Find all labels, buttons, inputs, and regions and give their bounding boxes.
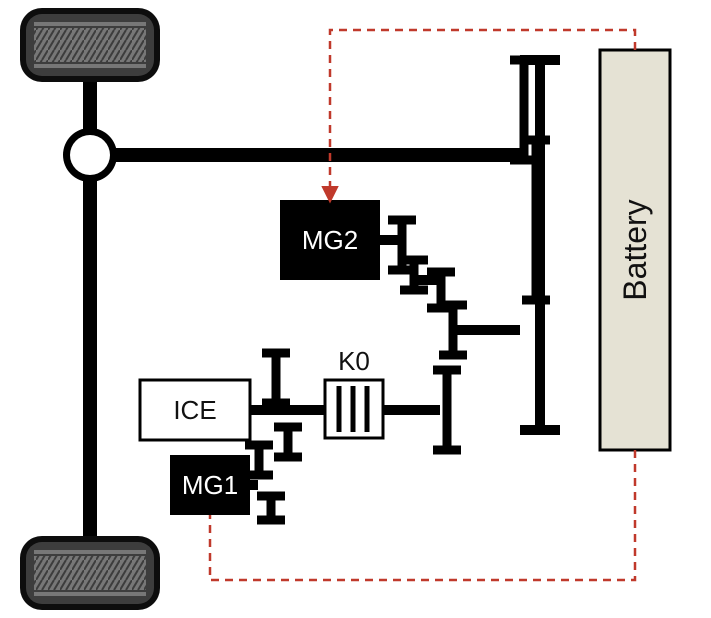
k0-label: K0: [338, 346, 370, 376]
mg1-label: MG1: [182, 470, 238, 500]
wheel: [20, 536, 160, 610]
mg2-label: MG2: [302, 225, 358, 255]
ice-label: ICE: [173, 395, 216, 425]
wheel: [20, 8, 160, 82]
elec-line-to-mg2: [330, 30, 635, 200]
battery-label: Battery: [617, 199, 653, 300]
differential: [70, 135, 110, 175]
